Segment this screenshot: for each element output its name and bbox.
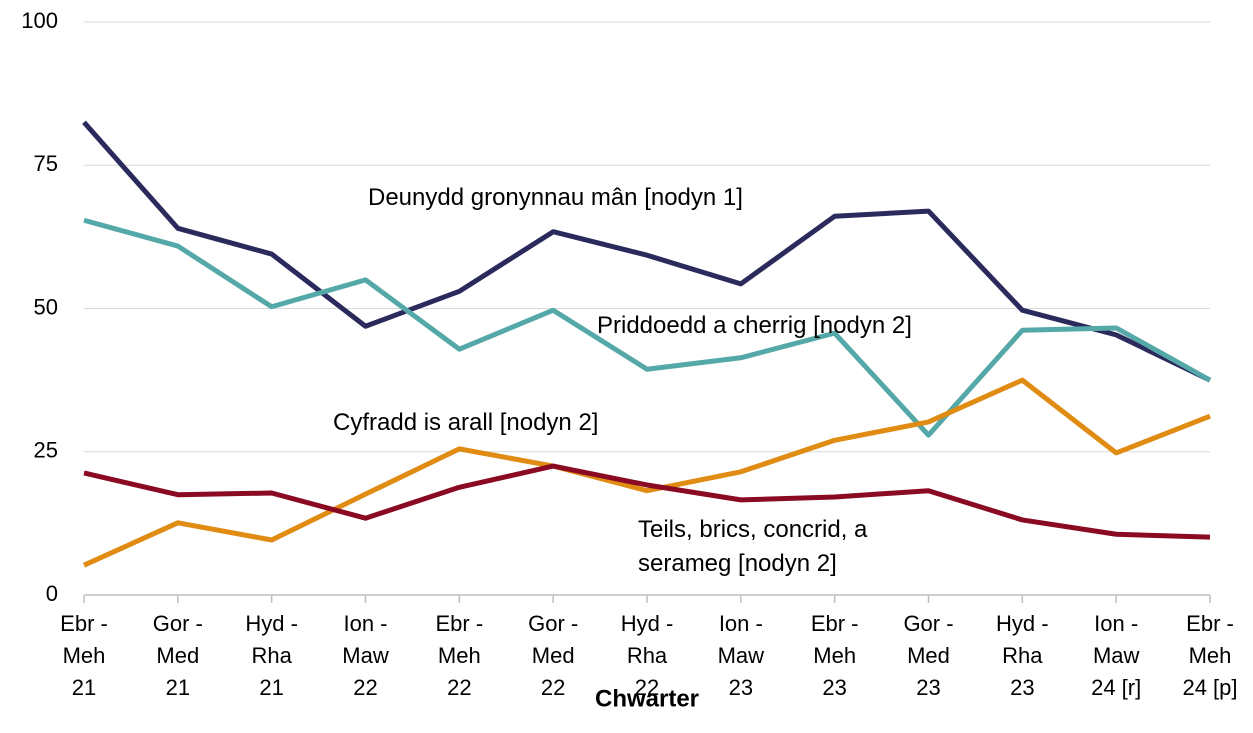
series-label: Cyfradd is arall [nodyn 2]	[333, 409, 599, 436]
x-tick-label: Maw	[718, 643, 765, 668]
x-tick-label: Rha	[251, 643, 292, 668]
x-tick-label: 23	[822, 675, 846, 700]
x-tick-label: Ion -	[1094, 611, 1138, 636]
series-line	[83, 463, 1211, 540]
x-tick-label: Med	[907, 643, 950, 668]
x-tick-label: Meh	[438, 643, 481, 668]
x-tick-label: Ion -	[343, 611, 387, 636]
x-tick-label: 22	[635, 675, 659, 700]
x-tick-label: 22	[353, 675, 377, 700]
series-label: Priddoedd a cherrig [nodyn 2]	[597, 312, 912, 339]
x-tick-label: Meh	[813, 643, 856, 668]
x-tick-label: 24 [p]	[1182, 675, 1237, 700]
x-tick-label: Rha	[627, 643, 668, 668]
x-tick-label: Gor -	[153, 611, 203, 636]
y-tick-label: 75	[34, 151, 58, 176]
x-tick-label: Hyd -	[245, 611, 298, 636]
y-tick-label: 25	[34, 438, 58, 463]
x-tick-label: Maw	[342, 643, 389, 668]
x-tick-label: Ebr -	[1186, 611, 1234, 636]
x-tick-label: Hyd -	[996, 611, 1049, 636]
x-tick-label: 21	[72, 675, 96, 700]
x-tick-label: Med	[532, 643, 575, 668]
x-tick-label: 23	[729, 675, 753, 700]
y-tick-label: 50	[34, 294, 58, 319]
x-tick-label: Med	[156, 643, 199, 668]
x-tick-label: Maw	[1093, 643, 1140, 668]
x-tick-label: Ion -	[719, 611, 763, 636]
x-tick-label: 22	[447, 675, 471, 700]
x-tick-label: 23	[1010, 675, 1034, 700]
x-tick-label: Gor -	[528, 611, 578, 636]
x-tick-label: 23	[916, 675, 940, 700]
x-tick-label: 21	[259, 675, 283, 700]
x-tick-label: Hyd -	[621, 611, 674, 636]
series-line	[82, 120, 1212, 383]
series-line	[82, 377, 1211, 568]
x-tick-label: 24 [r]	[1091, 675, 1141, 700]
x-tick-label: 21	[166, 675, 190, 700]
x-tick-label: Gor -	[903, 611, 953, 636]
series-line	[83, 217, 1212, 438]
x-tick-label: Meh	[1189, 643, 1232, 668]
series-label: Teils, brics, concrid, a serameg [nodyn …	[638, 516, 868, 577]
y-tick-label: 100	[21, 8, 58, 33]
x-tick-label: Ebr -	[60, 611, 108, 636]
y-tick-label: 0	[46, 581, 58, 606]
x-tick-label: Ebr -	[811, 611, 859, 636]
series-label: Deunydd gronynnau mân [nodyn 1]	[368, 184, 743, 211]
x-tick-label: Ebr -	[435, 611, 483, 636]
x-tick-label: Rha	[1002, 643, 1043, 668]
x-axis-title: Chwarter	[595, 685, 699, 712]
x-tick-label: Meh	[63, 643, 106, 668]
x-tick-label: 22	[541, 675, 565, 700]
